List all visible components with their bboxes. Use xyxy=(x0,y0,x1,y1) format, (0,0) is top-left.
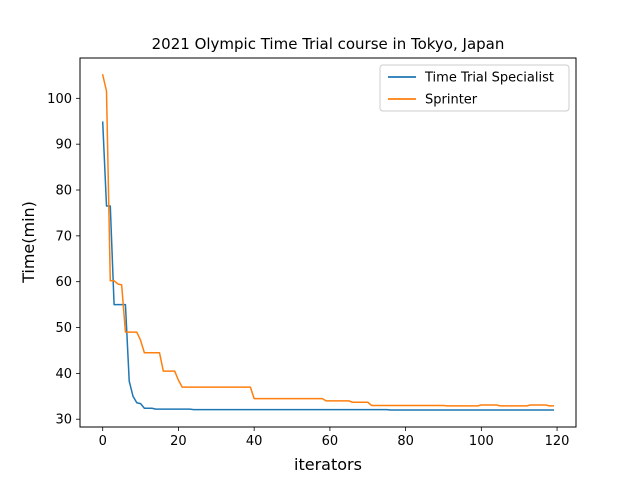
x-axis: 0 20 40 60 80 100 120 xyxy=(99,427,570,449)
y-axis: 30 40 50 60 70 80 90 100 xyxy=(47,92,80,428)
y-tick-label: 40 xyxy=(55,367,72,382)
y-tick-label: 70 xyxy=(55,229,72,244)
legend-box xyxy=(379,64,570,112)
plot-frame xyxy=(79,57,577,428)
series-line-0 xyxy=(101,121,555,411)
legend: Time Trial Specialist Sprinter xyxy=(379,64,570,112)
chart-title: 2021 Olympic Time Trial course in Tokyo,… xyxy=(152,35,505,53)
series-line-1 xyxy=(101,74,555,407)
y-tick-label: 90 xyxy=(55,138,72,153)
x-tick-label: 80 xyxy=(397,434,414,449)
x-tick-label: 0 xyxy=(99,434,107,449)
y-axis-label: Time(min) xyxy=(19,201,38,284)
x-tick-label: 120 xyxy=(545,434,570,449)
y-tick-label: 80 xyxy=(55,184,72,199)
y-tick-label: 50 xyxy=(55,321,72,336)
legend-label-0: Time Trial Specialist xyxy=(424,71,554,86)
x-tick-label: 20 xyxy=(170,434,187,449)
x-axis-label: iterators xyxy=(294,455,362,474)
x-tick-label: 60 xyxy=(322,434,339,449)
series-layer xyxy=(101,74,555,411)
legend-label-1: Sprinter xyxy=(425,93,478,108)
y-tick-label: 60 xyxy=(55,275,72,290)
y-tick-label: 100 xyxy=(47,92,72,107)
x-tick-label: 40 xyxy=(246,434,263,449)
y-tick-label: 30 xyxy=(55,413,72,428)
x-tick-label: 100 xyxy=(469,434,494,449)
